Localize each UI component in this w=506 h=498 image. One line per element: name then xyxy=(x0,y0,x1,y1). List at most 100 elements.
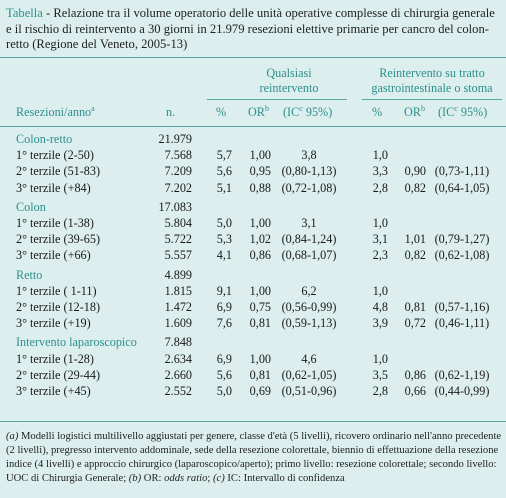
cell-p2: 1,0 xyxy=(372,351,388,366)
cell-or2: 0,82 xyxy=(404,180,426,195)
cell-n: 5.557 xyxy=(164,248,192,263)
cell-ic2: (0,57-1,16) xyxy=(434,300,490,314)
cell-p1: 6,9 xyxy=(216,300,232,314)
cell-n: 5.804 xyxy=(164,216,192,230)
cell-label: 2° terzile (29-44) xyxy=(16,367,101,382)
table-row: 3° terzile (+45) 2.552 5,0 0,69 (0,51-0,96) 2… xyxy=(0,383,506,399)
col-header-pct2: % xyxy=(372,105,383,119)
bottom-rule xyxy=(0,421,506,422)
cell-ic1: (0,51-0,96) xyxy=(281,384,337,398)
table-row: 2° terzile (12-18) 1.472 6,9 0,75 (0,56-0,99… xyxy=(0,299,506,315)
cell-label: 3° terzile (+66) xyxy=(16,248,91,263)
col-header-pct: % xyxy=(216,105,227,119)
cell-p1: 9,1 xyxy=(216,283,232,298)
cell-or1: 0,69 xyxy=(249,384,271,398)
cell-or1: 0,88 xyxy=(249,180,271,195)
cell-p1: 5,6 xyxy=(216,367,232,382)
table-row: 1° terzile (2-50) 7.568 5,7 1,00 3,8 1,0 xyxy=(0,147,506,163)
cell-p2: 2,8 xyxy=(372,180,388,195)
cell-or1: 1,00 xyxy=(249,351,271,366)
col-header-or: ORb xyxy=(248,103,269,119)
cell-ic1: 4,6 xyxy=(301,351,317,366)
cell-n: 1.609 xyxy=(164,316,192,331)
header-rule xyxy=(0,126,506,127)
cell-p2: 3,1 xyxy=(372,232,388,247)
table-row: 2° terzile (29-44) 2.660 5,6 0,81 (0,62-1,05… xyxy=(0,367,506,383)
cell-p1: 4,1 xyxy=(216,248,232,263)
table-caption: Tabella - Relazione tra il volume operat… xyxy=(6,6,502,53)
cell-label: 2° terzile (12-18) xyxy=(16,300,101,314)
cell-ic1: 6,2 xyxy=(301,283,317,298)
group-header-any: Qualsiasi reintervento xyxy=(222,66,356,96)
footnote-c-text: IC: Intervallo di confidenza xyxy=(224,473,345,484)
table-row: 1° terzile (1-28) 2.634 6,9 1,00 4,6 1,0 xyxy=(0,351,506,367)
cell-ic2: (0,44-0,99) xyxy=(434,384,490,398)
col-header-or2: ORb xyxy=(404,103,425,119)
cell-p2: 1,0 xyxy=(372,148,388,163)
cell-label: 1° terzile ( 1-11) xyxy=(16,283,97,298)
cell-label: 1° terzile (1-28) xyxy=(16,351,94,366)
col-header-n: n. xyxy=(166,105,176,119)
cell-n: 2.552 xyxy=(164,384,192,398)
col-header-resections: Resezioni/annoa xyxy=(16,103,95,119)
cell-label: 2° terzile (51-83) xyxy=(16,164,101,179)
cell-n: 2.634 xyxy=(164,351,192,366)
cell-ic2: (0,62-1,08) xyxy=(434,248,490,263)
cell-or1: 0,86 xyxy=(249,248,271,263)
top-rule xyxy=(0,57,506,58)
cell-label: 3° terzile (+45) xyxy=(16,384,91,398)
cell-or2: 0,72 xyxy=(404,316,426,331)
table-row: 1° terzile (1-38) 5.804 5,0 1,00 3,1 1,0 xyxy=(0,215,506,231)
section-row: Retto 4.899 xyxy=(0,267,506,283)
cell-n: 7.568 xyxy=(164,148,192,163)
cell-or1: 0,81 xyxy=(249,367,271,382)
section-row: Colon-retto 21.979 xyxy=(0,131,506,147)
cell-label: 3° terzile (+84) xyxy=(16,180,91,195)
cell-n: 7.202 xyxy=(164,180,192,195)
cell-or2: 0,90 xyxy=(404,164,426,179)
cell-or1: 1,00 xyxy=(249,283,271,298)
section-n: 7.848 xyxy=(164,335,192,350)
cell-ic2: (0,62-1,19) xyxy=(434,367,490,382)
cell-or1: 1,00 xyxy=(249,148,271,163)
cell-ic1: 3,8 xyxy=(301,148,317,163)
section-name: Colon xyxy=(16,199,46,214)
cell-p1: 5,7 xyxy=(216,148,232,163)
cell-n: 7.209 xyxy=(164,164,192,179)
section-name: Colon-retto xyxy=(16,132,73,146)
cell-label: 1° terzile (2-50) xyxy=(16,148,94,163)
cell-ic1: (0,80-1,13) xyxy=(281,164,337,179)
footnote-b-text: OR: xyxy=(141,473,165,484)
table-row: 3° terzile (+66) 5.557 4,1 0,86 (0,68-1,07) 2… xyxy=(0,247,506,263)
cell-p2: 3,9 xyxy=(372,316,388,331)
caption-separator: - xyxy=(42,6,54,20)
cell-ic1: (0,68-1,07) xyxy=(281,248,337,263)
data-table: Qualsiasi reintervento Reintervento su t… xyxy=(0,57,506,422)
group-rule-any xyxy=(207,99,347,100)
cell-label: 1° terzile (1-38) xyxy=(16,216,94,230)
table-row: 1° terzile ( 1-11) 1.815 9,1 1,00 6,2 1,0 xyxy=(0,283,506,299)
footnote-b-end: ; xyxy=(207,473,213,484)
cell-or1: 0,75 xyxy=(249,300,271,314)
cell-or2: 0,82 xyxy=(404,248,426,263)
section-row: Colon 17.083 xyxy=(0,199,506,215)
col-header-ic2: (ICc 95%) xyxy=(438,103,488,119)
section-n: 21.979 xyxy=(158,132,192,146)
cell-n: 2.660 xyxy=(164,367,192,382)
cell-ic1: (0,84-1,24) xyxy=(281,232,337,247)
cell-ic2: (0,73-1,11) xyxy=(434,164,490,179)
cell-or2: 0,86 xyxy=(404,367,426,382)
cell-p1: 5,0 xyxy=(216,216,232,230)
cell-or2: 1,01 xyxy=(404,232,426,247)
cell-p2: 1,0 xyxy=(372,216,388,230)
column-header-row: Resezioni/annoa n. % ORb (ICc 95%) % ORb… xyxy=(0,103,506,121)
cell-p2: 1,0 xyxy=(372,283,388,298)
cell-p2: 3,3 xyxy=(372,164,388,179)
cell-ic1: (0,56-0,99) xyxy=(281,300,337,314)
cell-ic1: (0,62-1,05) xyxy=(281,367,337,382)
cell-or2: 0,66 xyxy=(404,384,426,398)
col-header-ic: (ICc 95%) xyxy=(283,103,333,119)
section-row: Intervento laparoscopico 7.848 xyxy=(0,334,506,350)
cell-label: 2° terzile (39-65) xyxy=(16,232,101,247)
cell-p2: 4,8 xyxy=(372,300,388,314)
